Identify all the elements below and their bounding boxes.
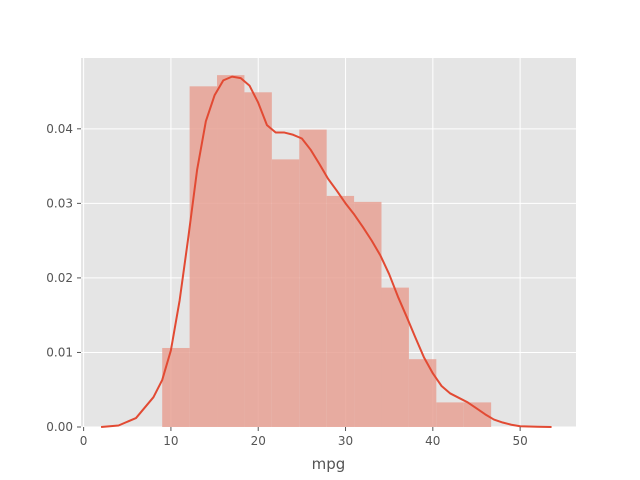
x-axis-ticks: 0 10 20 30 40 50: [80, 427, 528, 448]
x-tick-label: 0: [80, 434, 88, 448]
histogram-bars: [162, 75, 492, 428]
x-tick-label: 30: [338, 434, 353, 448]
histogram-bar: [408, 359, 437, 427]
histogram-bar: [271, 159, 300, 427]
histogram-bar: [381, 287, 409, 427]
x-tick-label: 40: [425, 434, 440, 448]
x-tick-label: 50: [512, 434, 527, 448]
kde-line: [100, 75, 552, 428]
histogram-bar: [436, 402, 464, 427]
x-axis-label: mpg: [312, 455, 346, 473]
histogram-bar: [244, 92, 272, 428]
y-tick-label: 0.03: [46, 196, 73, 210]
histogram-bar: [189, 86, 218, 427]
y-tick-label: 0.00: [46, 420, 73, 434]
y-axis-ticks: 0.00 0.01 0.02 0.03 0.04: [46, 122, 81, 434]
x-tick-label: 20: [251, 434, 266, 448]
histogram-bar: [354, 201, 382, 427]
histogram-bar: [299, 129, 327, 427]
histogram-bar: [217, 75, 245, 428]
y-tick-label: 0.02: [46, 271, 73, 285]
y-tick-label: 0.04: [46, 122, 73, 136]
histogram-bar: [162, 347, 190, 427]
x-tick-label: 10: [163, 434, 178, 448]
histogram-bar: [326, 195, 355, 427]
y-tick-label: 0.01: [46, 345, 73, 359]
